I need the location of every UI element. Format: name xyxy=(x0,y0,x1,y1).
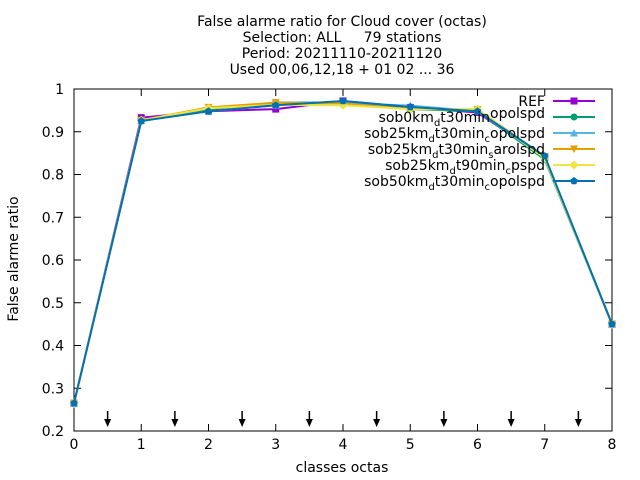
x-tick-label: 5 xyxy=(406,437,415,453)
legend-entry-5: sob25kmdt90mincpspd xyxy=(385,158,595,177)
data-point xyxy=(473,107,482,115)
class-boundary-arrows xyxy=(104,411,582,427)
chart-title: False alarme ratio for Cloud cover (octa… xyxy=(197,14,487,78)
data-point xyxy=(540,152,549,160)
y-tick-label: 0.7 xyxy=(42,210,64,226)
y-tick-label: 1 xyxy=(55,82,64,98)
legend-label: sob50kmdt30mincopolspd xyxy=(364,174,545,193)
down-arrow-icon xyxy=(305,411,313,427)
chart-title-line-3: Period: 20211110-20211120 xyxy=(242,46,442,62)
legend-marker xyxy=(570,177,578,185)
legend-entry-4: sob25kmdt30minsarolspd xyxy=(368,142,595,161)
x-axis-label: classes octas xyxy=(296,460,389,476)
legend-label: sob25kmdt90mincpspd xyxy=(385,158,545,177)
x-tick-label: 4 xyxy=(339,437,348,453)
y-tick-label: 0.2 xyxy=(42,424,64,440)
legend-marker xyxy=(569,160,579,170)
data-series xyxy=(69,96,617,408)
y-tick-label: 0.6 xyxy=(42,253,64,269)
y-tick-label: 0.8 xyxy=(42,168,64,184)
plot-axes: 0 1 2 3 4 5 6 7 8 0.2 0.3 0.4 0.5 0.6 0.7 0.8 0.9 1 xyxy=(42,82,617,453)
down-arrow-icon xyxy=(373,411,381,427)
down-arrow-icon xyxy=(104,411,112,427)
down-arrow-icon xyxy=(440,411,448,427)
legend-label: sob0kmdt30minopolspd xyxy=(379,106,545,129)
x-tick-label: 0 xyxy=(70,437,79,453)
data-point xyxy=(406,102,415,111)
down-arrow-icon xyxy=(574,411,582,427)
y-axis-label: False alarme ratio xyxy=(6,196,22,321)
legend-label: sob25kmdt30mincopolspd xyxy=(364,126,545,145)
legend-entry-2: sob0kmdt30minopolspd xyxy=(379,106,595,129)
x-tick-label: 3 xyxy=(271,437,280,453)
down-arrow-icon xyxy=(238,411,246,427)
data-point xyxy=(70,399,78,407)
chart-title-line-1: False alarme ratio for Cloud cover (octa… xyxy=(197,14,487,30)
chart-legend: REFsob0kmdt30minopolspdsob25kmdt30mincop… xyxy=(364,94,595,193)
data-point xyxy=(339,96,347,105)
down-arrow-icon xyxy=(507,411,515,427)
y-tick-label: 0.4 xyxy=(42,339,64,355)
legend-marker xyxy=(570,113,578,121)
series-6 xyxy=(70,96,616,407)
x-tick-label: 1 xyxy=(137,437,146,453)
legend-marker xyxy=(570,97,578,105)
down-arrow-icon xyxy=(171,411,179,427)
data-point xyxy=(137,117,146,125)
legend-label: REF xyxy=(518,94,545,110)
x-tick-label: 7 xyxy=(540,437,549,453)
y-tick-label: 0.9 xyxy=(42,125,64,141)
legend-marker xyxy=(570,145,578,153)
legend-marker xyxy=(570,129,578,137)
legend-entry-3: sob25kmdt30mincopolspd xyxy=(364,126,595,145)
legend-entry-1: REF xyxy=(518,94,595,110)
data-point xyxy=(204,107,213,115)
y-tick-label: 0.3 xyxy=(42,381,64,397)
x-tick-label: 6 xyxy=(473,437,482,453)
x-tick-label: 2 xyxy=(204,437,213,453)
data-point xyxy=(608,320,616,328)
data-point xyxy=(271,101,280,109)
y-tick-label: 0.5 xyxy=(42,296,64,312)
chart-title-line-2: Selection: ALL 79 stations xyxy=(243,30,442,46)
chart-title-line-4: Used 00,06,12,18 + 01 02 ... 36 xyxy=(230,62,455,78)
x-tick-label: 8 xyxy=(608,437,617,453)
legend-label: sob25kmdt30minsarolspd xyxy=(368,142,545,161)
legend-entry-6: sob50kmdt30mincopolspd xyxy=(364,174,595,193)
